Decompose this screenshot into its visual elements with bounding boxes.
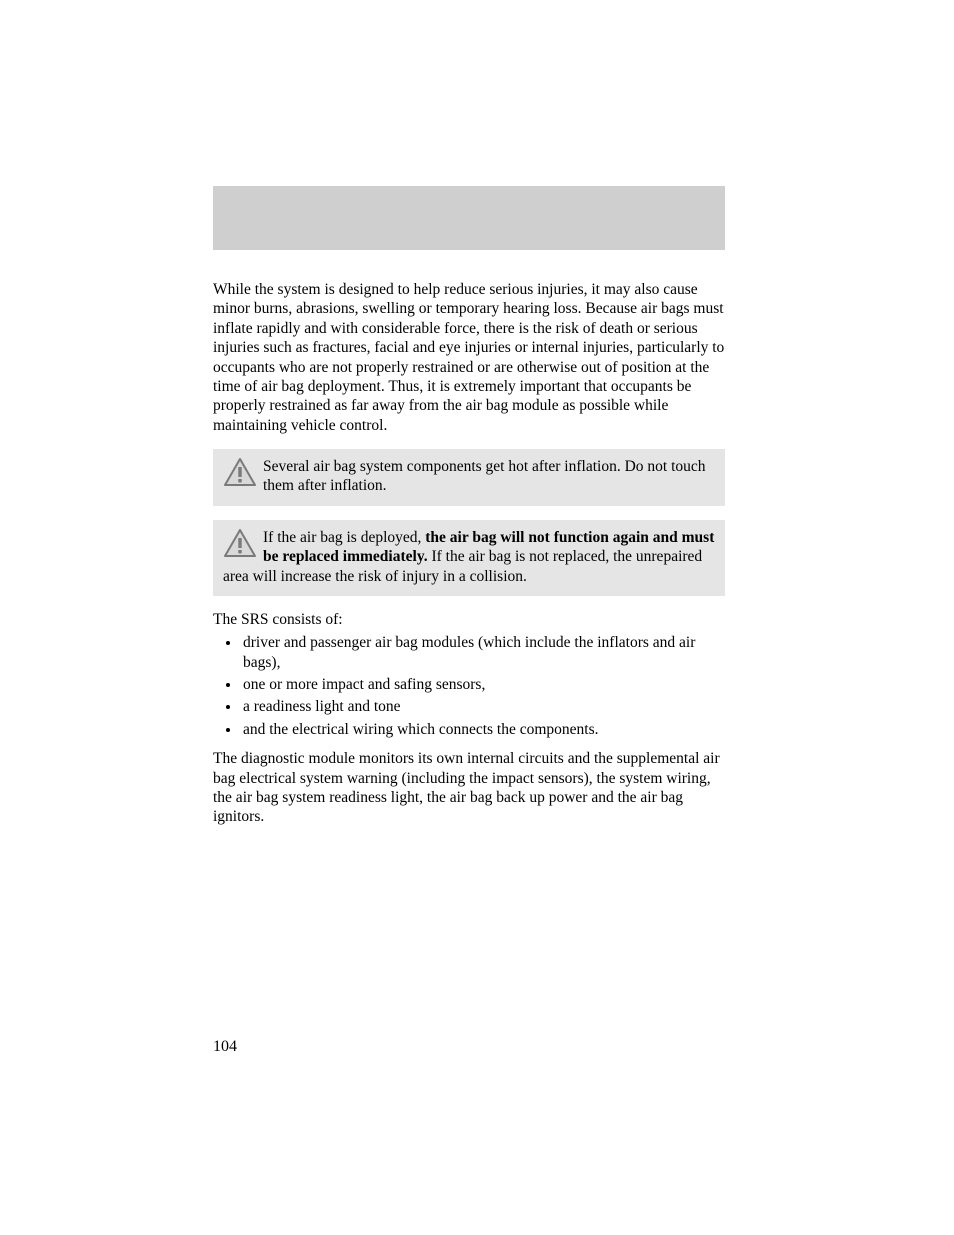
list-item: and the electrical wiring which connects…	[241, 720, 725, 739]
warning-box-airbag-deployed: If the air bag is deployed, the air bag …	[213, 520, 725, 596]
page-number: 104	[213, 1038, 237, 1056]
srs-intro: The SRS consists of:	[213, 610, 725, 629]
warning-triangle-icon	[223, 528, 257, 558]
list-item: driver and passenger air bag modules (wh…	[241, 633, 725, 672]
warning2-lead: If the air bag is deployed,	[263, 529, 425, 546]
list-item: one or more impact and safing sensors,	[241, 675, 725, 694]
warning-text-1: Several air bag system components get ho…	[223, 457, 715, 496]
warning-triangle-icon	[223, 457, 257, 487]
warning-box-hot-components: Several air bag system components get ho…	[213, 449, 725, 506]
page: While the system is designed to help red…	[0, 0, 954, 1235]
warning-text-2: If the air bag is deployed, the air bag …	[223, 528, 715, 586]
list-item: a readiness light and tone	[241, 697, 725, 716]
intro-paragraph: While the system is designed to help red…	[213, 280, 725, 435]
header-bar	[213, 186, 725, 250]
content-block: While the system is designed to help red…	[213, 280, 725, 841]
diagnostic-paragraph: The diagnostic module monitors its own i…	[213, 749, 725, 827]
srs-list: driver and passenger air bag modules (wh…	[213, 633, 725, 739]
